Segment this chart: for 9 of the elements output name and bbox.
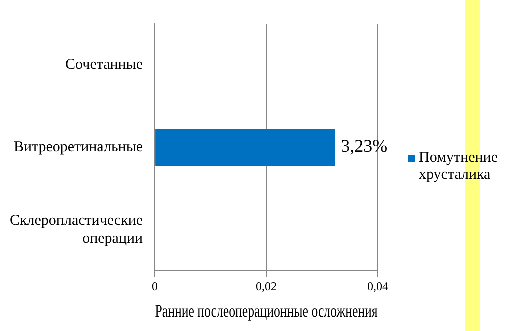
legend-label: Помутнение хрусталика bbox=[419, 150, 499, 184]
y-tick-label: Склеропластические операции bbox=[10, 212, 144, 247]
data-label: 3,23% bbox=[341, 136, 388, 156]
x-tick-label: 0 bbox=[152, 279, 158, 294]
x-axis-title: Ранние послеоперационные осложнения bbox=[155, 302, 378, 322]
y-tick-label: Витреоретинальные bbox=[14, 139, 144, 156]
y-tick-label: Сочетанные bbox=[66, 57, 144, 74]
x-tick-label: 0,02 bbox=[256, 279, 278, 294]
x-tick-label: 0,04 bbox=[368, 279, 388, 294]
